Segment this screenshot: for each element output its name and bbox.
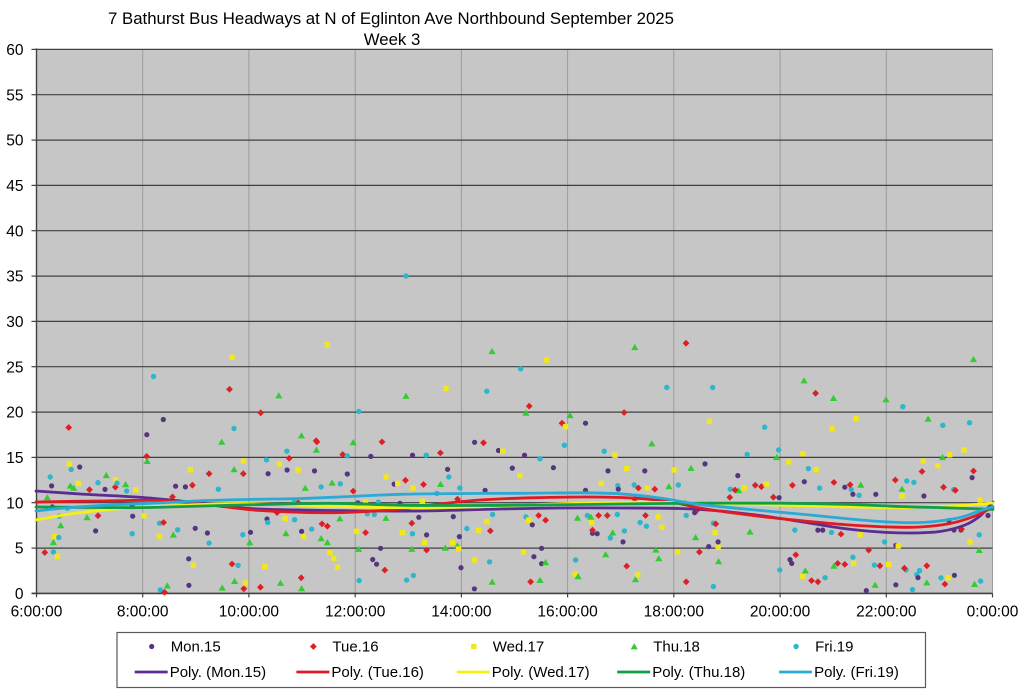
- svg-text:14:00:00: 14:00:00: [431, 604, 492, 621]
- svg-text:Poly. (Fri.19): Poly. (Fri.19): [814, 664, 899, 681]
- svg-text:10: 10: [6, 495, 24, 512]
- svg-text:35: 35: [6, 269, 23, 286]
- svg-text:Mon.15: Mon.15: [171, 639, 221, 656]
- svg-text:8:00:00: 8:00:00: [117, 604, 169, 621]
- svg-text:20: 20: [6, 405, 24, 422]
- svg-text:0:00:00: 0:00:00: [967, 604, 1019, 621]
- svg-text:30: 30: [6, 314, 24, 331]
- svg-text:55: 55: [6, 87, 23, 104]
- svg-text:20:00:00: 20:00:00: [750, 604, 811, 621]
- svg-text:0: 0: [15, 586, 24, 603]
- svg-text:12:00:00: 12:00:00: [325, 604, 386, 621]
- svg-text:22:00:00: 22:00:00: [856, 604, 917, 621]
- svg-text:7 Bathurst Bus Headways at N o: 7 Bathurst Bus Headways at N of Eglinton…: [108, 9, 674, 28]
- svg-text:5: 5: [15, 541, 24, 558]
- svg-text:Poly. (Mon.15): Poly. (Mon.15): [170, 664, 266, 681]
- svg-text:15: 15: [6, 450, 23, 467]
- svg-text:50: 50: [6, 133, 24, 150]
- svg-text:60: 60: [6, 42, 24, 59]
- svg-text:Week 3: Week 3: [364, 30, 421, 49]
- svg-text:6:00:00: 6:00:00: [11, 604, 63, 621]
- svg-text:Fri.19: Fri.19: [815, 639, 853, 656]
- svg-text:10:00:00: 10:00:00: [219, 604, 280, 621]
- svg-text:Poly. (Tue.16): Poly. (Tue.16): [331, 664, 424, 681]
- svg-text:40: 40: [6, 223, 24, 240]
- svg-text:45: 45: [6, 178, 23, 195]
- svg-text:25: 25: [6, 359, 23, 376]
- svg-text:Tue.16: Tue.16: [332, 639, 378, 656]
- svg-text:16:00:00: 16:00:00: [537, 604, 598, 621]
- svg-text:Poly. (Thu.18): Poly. (Thu.18): [652, 664, 745, 681]
- svg-text:Thu.18: Thu.18: [653, 639, 700, 656]
- svg-text:Poly. (Wed.17): Poly. (Wed.17): [492, 664, 590, 681]
- svg-text:18:00:00: 18:00:00: [644, 604, 705, 621]
- svg-text:Wed.17: Wed.17: [493, 639, 544, 656]
